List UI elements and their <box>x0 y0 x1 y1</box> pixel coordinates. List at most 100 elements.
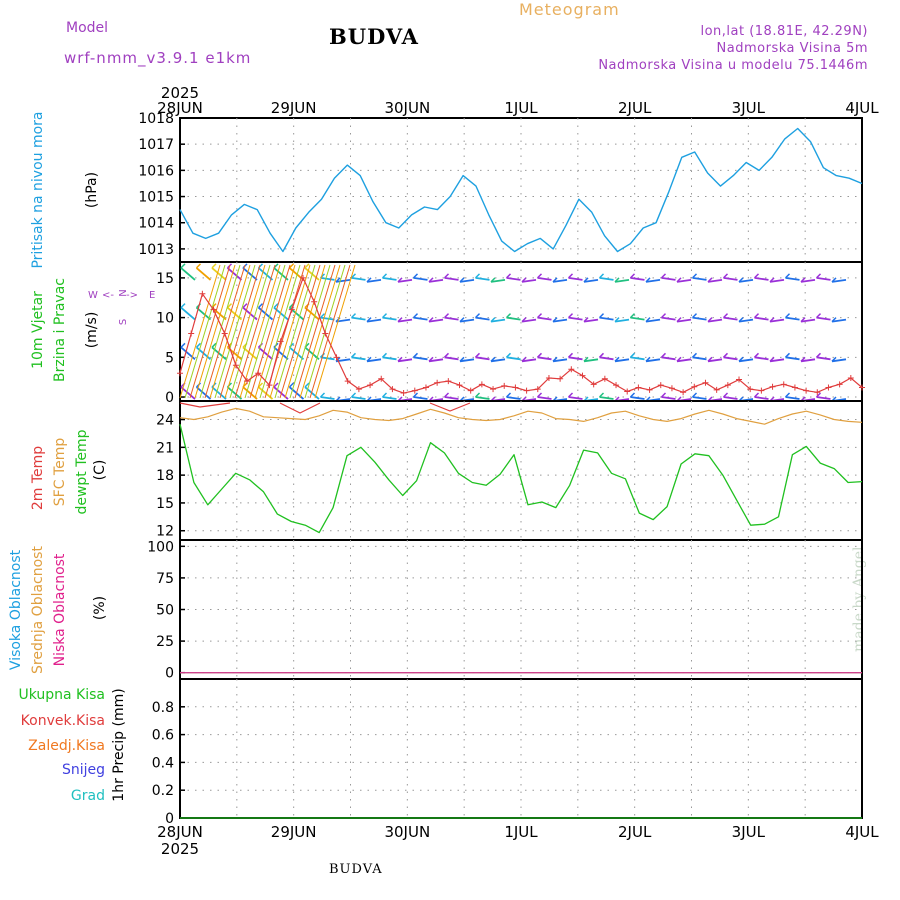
wind-hatch <box>224 264 266 399</box>
wind-barb <box>257 267 274 281</box>
year-label-bottom: 2025 <box>161 840 199 858</box>
wind-barb-head <box>645 317 651 323</box>
wind-barb-head <box>366 317 372 323</box>
y-tick-label: 1018 <box>138 111 174 127</box>
precip-legend-1: Konvek.Kisa <box>21 713 105 729</box>
wind-hatch <box>244 264 286 399</box>
wind-barb <box>707 358 723 363</box>
wind-speed-marker <box>333 354 340 361</box>
wind-barb <box>738 318 754 323</box>
wind-barb <box>180 386 196 400</box>
y-tick-label: 0.2 <box>152 783 174 799</box>
wind-barb <box>413 316 428 321</box>
wind-barb-head <box>691 273 698 279</box>
wind-speed-marker <box>288 306 295 313</box>
y-tick-label: 75 <box>156 571 174 587</box>
wind-speed-marker <box>456 382 463 389</box>
wind-speed-marker <box>445 378 452 385</box>
precip-unit-label: 1hr Precip (mm) <box>111 688 127 801</box>
wind-barb <box>382 396 397 400</box>
wind-speed-marker <box>490 386 497 393</box>
wind-barb <box>645 358 661 363</box>
sfc-temp-line <box>179 407 863 425</box>
wind-barb-head <box>335 277 341 283</box>
wind-barb-head <box>226 303 233 309</box>
wind-barb <box>521 358 537 363</box>
wind-barb-head <box>319 313 326 319</box>
wind-barb <box>506 396 521 400</box>
y-tick-label: 50 <box>156 603 174 619</box>
wind-barb-head <box>490 356 496 362</box>
wind-barb <box>397 278 413 283</box>
wind-barb-head <box>536 392 543 398</box>
wind-hatch <box>189 264 231 399</box>
wind-barb-head <box>505 273 512 279</box>
wind-hatch <box>209 264 251 399</box>
wind-barb-head <box>598 313 605 319</box>
x-tick-label-bottom: 2JUL <box>618 823 652 841</box>
wind-barb <box>195 386 212 400</box>
wind-barb-head <box>660 352 667 358</box>
wind-barb-head <box>753 352 760 358</box>
wind-barb-head <box>552 277 558 283</box>
wind-barb <box>273 346 289 360</box>
y-tick-label: 5 <box>165 350 174 366</box>
wind-barb-head <box>691 352 698 358</box>
wind-barb <box>506 356 521 361</box>
wind-speed-marker <box>747 386 754 393</box>
wind-barb-head <box>319 392 326 398</box>
wind-barb-head <box>242 303 248 309</box>
wind-barb <box>428 358 444 363</box>
wind-barb <box>320 276 335 281</box>
wind-barb-head <box>629 313 636 319</box>
wind-barb-head <box>815 273 822 279</box>
wind-barb <box>351 276 366 281</box>
wind-unit-label: (m/s) <box>84 312 100 349</box>
wind-barb <box>785 356 800 361</box>
wind-barb <box>568 276 583 281</box>
cloud-unit-label: (%) <box>92 596 108 620</box>
wind-barb <box>195 306 212 321</box>
wind-barb-head <box>412 352 419 358</box>
wind-barb <box>676 278 692 283</box>
wind-barb-head <box>257 303 264 309</box>
wind-barb <box>676 358 692 363</box>
wind-speed-marker <box>199 290 206 297</box>
wind-barb <box>537 316 552 321</box>
wind-barb <box>754 396 769 400</box>
wind-barb-head <box>211 263 217 269</box>
wind-barb <box>738 278 754 283</box>
wind-barb <box>521 278 537 283</box>
wind-barb <box>816 396 831 400</box>
wind-barb-head <box>676 277 682 283</box>
wind-barb <box>568 316 583 321</box>
wind-barb <box>537 356 552 361</box>
wind-barb <box>599 396 614 400</box>
wind-barb <box>444 396 459 400</box>
wind-barb-head <box>707 356 713 362</box>
wind-barb-head <box>381 273 388 279</box>
wind-barb-head <box>614 317 620 323</box>
wind-barb <box>444 316 459 321</box>
wind-barb <box>645 278 661 283</box>
wind-barb-head <box>784 392 791 398</box>
wind-speed-marker <box>389 386 396 393</box>
wind-barb-head <box>614 277 620 283</box>
chart-kind-title: Meteogram <box>519 0 620 19</box>
wind-barb <box>537 276 552 281</box>
wind-barb-head <box>645 277 651 283</box>
wind-barb <box>816 276 831 281</box>
x-tick-label-top: 30JUN <box>384 99 430 117</box>
wind-barb-head <box>800 317 806 323</box>
compass-arrow-left: <- <box>102 290 114 301</box>
y-tick-label: 0 <box>165 811 174 827</box>
wind-barb-head <box>443 273 450 279</box>
wind-barb-head <box>180 263 186 269</box>
wind-speed-marker <box>613 382 620 389</box>
wind-barb-head <box>815 392 822 398</box>
wind-barb <box>382 316 397 321</box>
wind-barb-head <box>350 273 357 279</box>
wind-barb <box>351 396 366 400</box>
y-tick-label: 15 <box>156 271 174 287</box>
wind-barb-head <box>505 352 512 358</box>
